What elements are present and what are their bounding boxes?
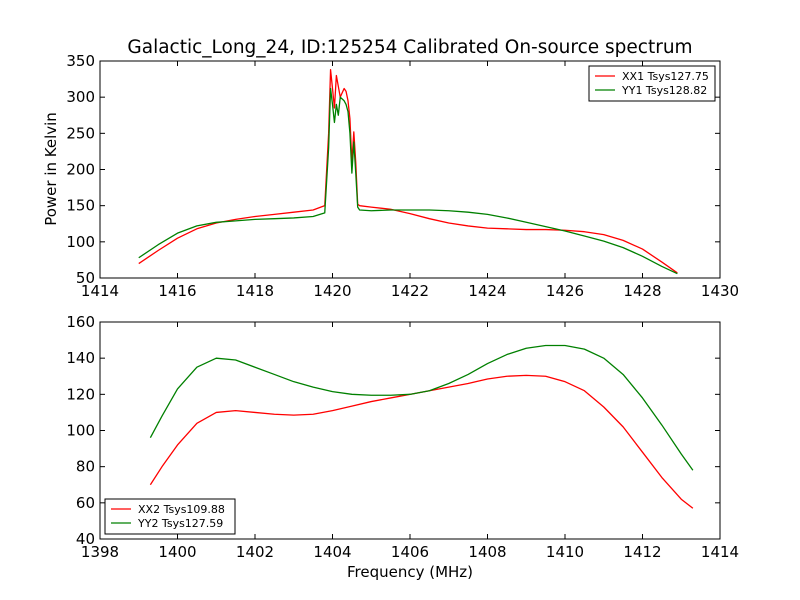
bottom-chart: 1398 1400 1402 1404 1406 1408 1410 1412 1414 40 60… (66, 313, 739, 561)
top-chart-series-2-line (138, 87, 678, 275)
bottom-chart-y-tick-label: 140 (66, 349, 95, 367)
bottom-chart-series-2-line (149, 344, 694, 471)
bottom-chart-x-tick-label: 1404 (313, 543, 351, 561)
top-chart-legend-box (588, 65, 716, 102)
top-chart-x-tick-label: 1416 (158, 282, 196, 300)
top-chart-x-tick-label: 1422 (391, 282, 429, 300)
top-chart-x-tick-label: 1426 (546, 282, 584, 300)
bottom-chart-x-tick-label: 1412 (623, 543, 661, 561)
top-chart: 1414 1416 1418 1420 1422 1424 1426 1428 1430 50 10… (66, 52, 739, 300)
top-chart-x-tick-label: 1414 (81, 282, 119, 300)
top-chart-y-tick-label: 150 (66, 197, 95, 215)
bottom-chart-y-tick-label: 80 (76, 458, 95, 476)
bottom-chart-legend-box (104, 498, 236, 535)
bottom-chart-legend-label-1: XX2 Tsys109.88 (138, 503, 225, 516)
bottom-chart-y-tick-label: 120 (66, 385, 95, 403)
top-chart-y-tick-label: 350 (66, 52, 95, 70)
top-chart-y-tick-label: 50 (76, 269, 95, 287)
bottom-chart-x-tick-label: 1402 (236, 543, 274, 561)
top-chart-y-tick-label: 250 (66, 124, 95, 142)
bottom-chart-y-tick-label: 160 (66, 313, 95, 331)
bottom-chart-x-tick-label: 1398 (81, 543, 119, 561)
bottom-chart-x-tick-label: 1400 (158, 543, 196, 561)
top-chart-legend-label-1: XX1 Tsys127.75 (622, 70, 709, 83)
bottom-chart-y-tick-label: 100 (66, 422, 95, 440)
bottom-chart-y-tick-label: 40 (76, 530, 95, 548)
top-chart-legend-label-2: YY1 Tsys128.82 (621, 84, 707, 97)
top-chart-y-axis-label: Power in Kelvin (42, 112, 60, 226)
bottom-chart-x-tick-label: 1414 (701, 543, 739, 561)
top-chart-y-tick-label: 100 (66, 233, 95, 251)
bottom-chart-x-axis-label: Frequency (MHz) (347, 563, 473, 581)
top-chart-x-tick-label: 1424 (468, 282, 506, 300)
top-chart-title: Galactic_Long_24, ID:125254 Calibrated O… (127, 37, 692, 58)
bottom-chart-x-tick-label: 1408 (468, 543, 506, 561)
top-chart-x-tick-label: 1430 (701, 282, 739, 300)
top-chart-x-tick-label: 1428 (623, 282, 661, 300)
bottom-chart-legend-label-2: YY2 Tsys127.59 (137, 517, 223, 530)
bottom-chart-x-tick-label: 1406 (391, 543, 429, 561)
bottom-chart-x-tick-label: 1410 (546, 543, 584, 561)
top-chart-y-tick-label: 200 (66, 161, 95, 179)
top-chart-x-tick-label: 1418 (236, 282, 274, 300)
top-chart-x-tick-label: 1420 (313, 282, 351, 300)
top-chart-y-tick-label: 300 (66, 88, 95, 106)
bottom-chart-y-tick-label: 60 (76, 494, 95, 512)
